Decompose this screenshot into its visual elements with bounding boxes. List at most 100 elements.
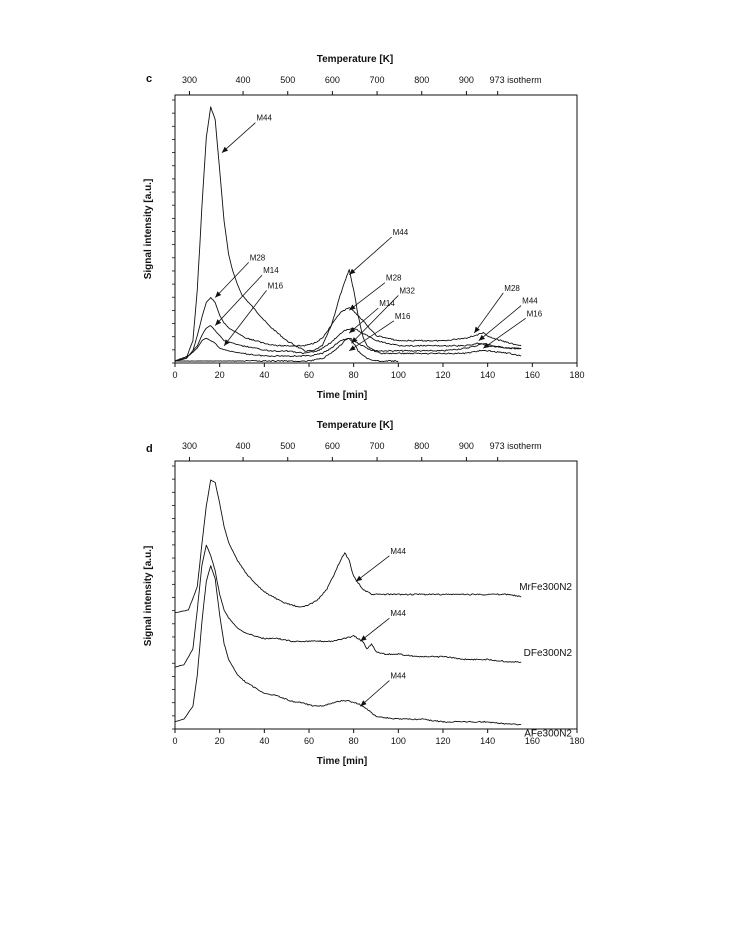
annotation-label: M32 bbox=[399, 286, 415, 295]
top-tick-label: 600 bbox=[325, 75, 340, 85]
panel-d-annotations: M44 M44 M44 bbox=[355, 547, 407, 707]
annotation-label: M44 bbox=[390, 672, 406, 681]
panel-d-plot-frame bbox=[174, 460, 578, 730]
x-tick-label: 160 bbox=[525, 736, 540, 746]
x-tick-label: 120 bbox=[435, 370, 450, 380]
annotation-leader-line bbox=[482, 317, 526, 349]
series-line-2 bbox=[174, 297, 522, 362]
panel-c-top-axis-title: Temperature [K] bbox=[317, 54, 394, 65]
annotation-arrowhead bbox=[360, 635, 367, 642]
annotation-arrowhead bbox=[349, 268, 356, 275]
annotation-arrowhead bbox=[221, 146, 229, 153]
top-tick-label: 900 bbox=[459, 441, 474, 451]
annotation-label: M28 bbox=[386, 274, 402, 283]
annotation-leader-line bbox=[214, 262, 249, 298]
top-tick-label: 400 bbox=[236, 75, 251, 85]
annotation-leader-line bbox=[473, 292, 504, 334]
series-line-afe300n2 bbox=[174, 565, 522, 726]
top-tick-label: 700 bbox=[370, 75, 385, 85]
panel-c-x-ticks: 0 20 40 60 80 100 120 140 160 180 bbox=[172, 363, 585, 380]
series-line-dfe300n2 bbox=[174, 544, 522, 668]
top-tick-label: 973 isotherm bbox=[490, 441, 542, 451]
annotation-leader-line bbox=[348, 236, 392, 275]
annotation-arrowhead bbox=[478, 334, 486, 341]
panel-c-y-axis-title: Signal intensity [a.u.] bbox=[143, 179, 154, 280]
panel-d-y-ticks bbox=[172, 465, 175, 730]
sample-label: DFe300N2 bbox=[524, 648, 573, 659]
series-line-5 bbox=[174, 338, 399, 363]
top-tick-label: 800 bbox=[414, 75, 429, 85]
panel-c-series bbox=[174, 106, 522, 363]
panel-c: Temperature [K] c 300 400 500 600 700 800 900 9… bbox=[143, 54, 585, 401]
sample-label: MrFe300N2 bbox=[519, 582, 572, 593]
annotation-arrowhead bbox=[483, 342, 490, 349]
panel-d-y-axis-title: Signal intensity [a.u.] bbox=[143, 546, 154, 647]
panel-c-plot-frame bbox=[174, 94, 578, 364]
x-tick-label: 40 bbox=[259, 736, 269, 746]
annotation-label: M16 bbox=[395, 312, 411, 321]
panel-d-sample-labels: MrFe300N2 DFe300N2 AFe300N2 bbox=[519, 582, 572, 739]
top-tick-label: 900 bbox=[459, 75, 474, 85]
x-tick-label: 20 bbox=[215, 736, 225, 746]
annotation-leader-line bbox=[360, 617, 390, 642]
top-tick-label: 500 bbox=[280, 75, 295, 85]
annotation-arrowhead bbox=[215, 319, 222, 326]
panel-c-x-axis-title: Time [min] bbox=[317, 390, 367, 401]
annotation-label: M28 bbox=[504, 284, 520, 293]
series-line-3 bbox=[174, 325, 522, 362]
annotation-leader-line bbox=[348, 282, 386, 311]
x-tick-label: 20 bbox=[215, 370, 225, 380]
top-tick-label: 300 bbox=[182, 75, 197, 85]
panel-d-series bbox=[174, 479, 522, 726]
x-tick-label: 160 bbox=[525, 370, 540, 380]
series-line-mrfe300n2 bbox=[174, 479, 522, 614]
annotation-arrowhead bbox=[349, 345, 356, 351]
annotation-leader-line bbox=[214, 274, 263, 326]
panel-d-x-ticks: 0 20 40 60 80 100 120 140 160 180 bbox=[172, 729, 585, 746]
annotation-label: M14 bbox=[263, 266, 279, 275]
annotation-leader-line bbox=[348, 320, 395, 352]
annotation-arrowhead bbox=[351, 337, 358, 344]
panel-d: Temperature [K] d 300 400 500 600 700 800 900 9… bbox=[143, 420, 585, 767]
x-tick-label: 100 bbox=[391, 736, 406, 746]
top-tick-label: 600 bbox=[325, 441, 340, 451]
annotation-label: M16 bbox=[268, 281, 284, 290]
annotation-label: M44 bbox=[256, 114, 272, 123]
top-tick-label: 500 bbox=[280, 441, 295, 451]
annotation-label: M44 bbox=[393, 228, 409, 237]
x-tick-label: 140 bbox=[480, 736, 495, 746]
annotation-label: M44 bbox=[390, 547, 406, 556]
annotation-leader-line bbox=[221, 122, 256, 154]
series-line-1 bbox=[174, 106, 522, 362]
annotation-arrowhead bbox=[349, 327, 356, 334]
x-tick-label: 180 bbox=[569, 736, 584, 746]
annotation-label: M16 bbox=[527, 309, 543, 318]
annotation-arrowhead bbox=[349, 304, 356, 311]
annotation-leader-line bbox=[223, 290, 267, 347]
panel-c-top-ticks: 300 400 500 600 700 800 900 973 isotherm bbox=[182, 75, 542, 95]
x-tick-label: 140 bbox=[480, 370, 495, 380]
top-tick-label: 973 isotherm bbox=[490, 75, 542, 85]
x-tick-label: 0 bbox=[172, 370, 177, 380]
x-tick-label: 100 bbox=[391, 370, 406, 380]
panel-d-letter: d bbox=[146, 443, 153, 455]
annotation-label: M44 bbox=[390, 609, 406, 618]
annotation-label: M28 bbox=[250, 253, 266, 262]
sample-label: AFe300N2 bbox=[524, 728, 572, 739]
panel-c-y-ticks bbox=[172, 99, 175, 364]
x-tick-label: 40 bbox=[259, 370, 269, 380]
annotation-leader-line bbox=[348, 307, 379, 334]
annotation-arrowhead bbox=[224, 339, 230, 346]
annotation-leader-line bbox=[478, 305, 522, 341]
annotation-label: M44 bbox=[522, 297, 538, 306]
annotation-arrowhead bbox=[355, 575, 363, 582]
x-tick-label: 80 bbox=[349, 370, 359, 380]
top-tick-label: 700 bbox=[370, 441, 385, 451]
annotation-leader-line bbox=[360, 680, 390, 707]
x-tick-label: 60 bbox=[304, 370, 314, 380]
x-tick-label: 0 bbox=[172, 736, 177, 746]
top-tick-label: 300 bbox=[182, 441, 197, 451]
annotation-arrowhead bbox=[360, 700, 367, 707]
annotation-label: M14 bbox=[379, 299, 395, 308]
